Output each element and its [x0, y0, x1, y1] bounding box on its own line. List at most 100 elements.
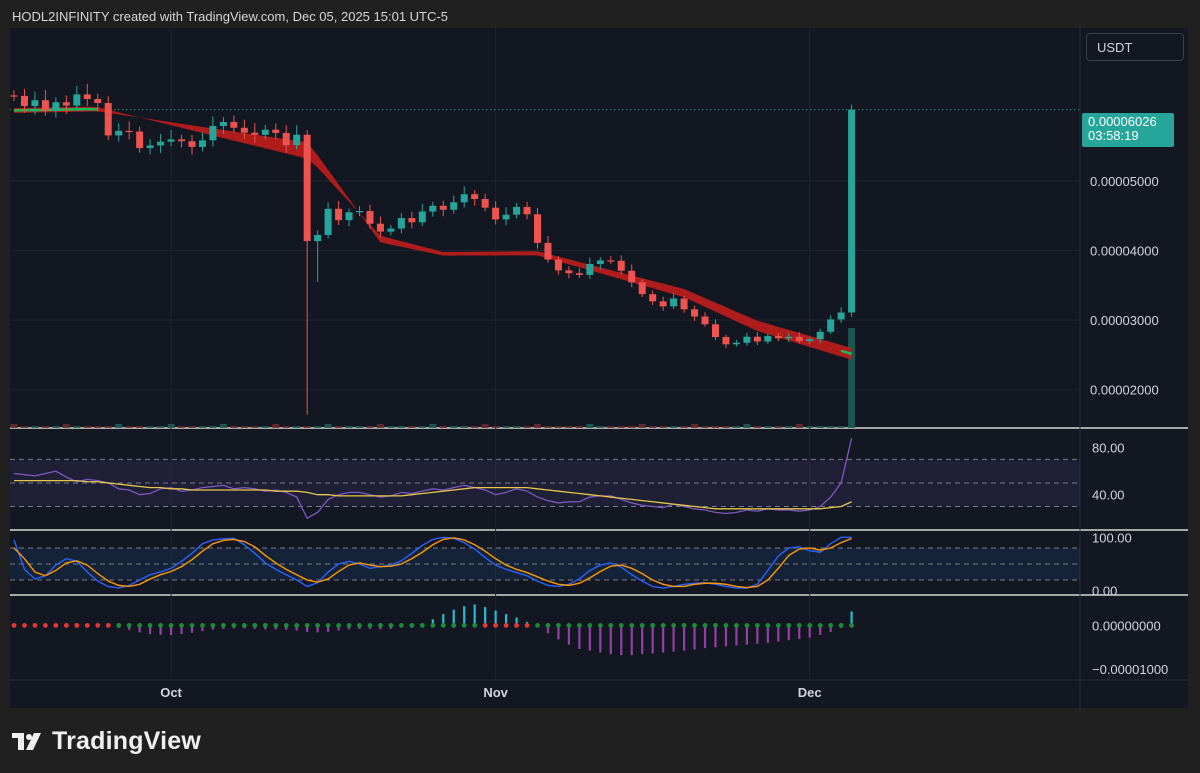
candle-body [659, 301, 667, 307]
zero-cross-dot [346, 622, 352, 628]
volume-bar [617, 426, 625, 428]
volume-bar [261, 426, 269, 428]
volume-bar [20, 426, 28, 428]
volume-bar [335, 426, 343, 428]
zero-cross-dot [608, 622, 614, 628]
volume-bar [638, 424, 646, 428]
candle-body [732, 342, 740, 345]
volume-bar [554, 426, 562, 428]
ribbon-bullish-segment [840, 349, 852, 356]
zero-cross-dot [734, 622, 739, 628]
volume-bar [387, 426, 395, 428]
volume-bar [230, 426, 238, 428]
zero-cross-dot [754, 622, 760, 628]
volume-bar [753, 426, 761, 428]
volume-bar [502, 426, 510, 428]
zero-cross-dot [838, 622, 844, 628]
candle-body [513, 206, 521, 215]
zero-cross-dot [398, 622, 404, 628]
time-axis-label: Oct [160, 685, 182, 700]
candle-body [324, 208, 332, 236]
zero-cross-dot [283, 622, 289, 628]
candle-body [303, 134, 311, 242]
price-axis-label: 0.00003000 [1090, 313, 1159, 328]
candle-body [125, 130, 133, 133]
stoch-axis-label: 0.00 [1092, 584, 1117, 599]
volume-bar [10, 424, 18, 428]
volume-bar [534, 424, 541, 428]
volume-bar [198, 426, 206, 428]
zero-cross-dot [11, 622, 17, 628]
volume-bar [827, 426, 835, 428]
candle-body [198, 140, 206, 147]
candle-body [251, 132, 259, 135]
candle-body [104, 103, 112, 136]
tradingview-logo[interactable]: TradingView [12, 727, 201, 756]
candle-body [743, 336, 751, 343]
stoch-rsi-pane [10, 536, 1080, 589]
volume-bar [178, 426, 186, 428]
candle-body [586, 263, 594, 275]
volume-bar [743, 424, 751, 428]
rsi-pane [10, 438, 1080, 520]
time-axis-label: Dec [798, 685, 822, 700]
zero-cross-dot [419, 622, 425, 628]
zero-cross-dot [461, 622, 467, 628]
zero-cross-dot [95, 622, 101, 628]
zero-cross-dot [126, 622, 132, 628]
candle-body [146, 145, 154, 149]
volume-bar [115, 424, 123, 428]
candle-body [753, 336, 761, 342]
last-price-label: 0.00006026 03:58:19 [1082, 113, 1174, 147]
volume-bar [795, 424, 803, 428]
zero-cross-dot [43, 622, 48, 628]
volume-bar [62, 424, 70, 428]
candle-body [209, 126, 217, 141]
candle-body [544, 242, 552, 260]
volume-bar [607, 426, 615, 428]
candle-body [345, 212, 353, 221]
zero-cross-dot [32, 622, 38, 628]
zero-cross-dot [252, 622, 258, 628]
zero-cross-dot [629, 622, 635, 628]
zero-cross-dot [713, 622, 718, 628]
zero-cross-dot [74, 622, 80, 628]
zero-cross-dot [587, 622, 593, 628]
zero-cross-dot [241, 622, 247, 628]
volume-bar [722, 426, 730, 428]
zero-cross-dot [53, 622, 59, 628]
candle-body [94, 99, 102, 104]
zero-cross-dot [116, 622, 122, 628]
candle-body [293, 134, 301, 146]
volume-bar [450, 426, 458, 428]
histogram-pane [11, 604, 854, 656]
candle-body [837, 312, 845, 320]
zero-cross-dot [357, 622, 362, 628]
volume-bar [418, 426, 426, 428]
candle-body [335, 208, 343, 221]
zero-cross-dot [378, 622, 383, 628]
candle-body [408, 218, 416, 223]
candle-body [240, 127, 248, 133]
price-axis-label: 0.00004000 [1090, 244, 1159, 259]
candle-body [711, 324, 719, 338]
zero-cross-dot [796, 622, 802, 628]
candle-body [701, 316, 709, 325]
volume-bar [240, 426, 248, 428]
histogram-axis-label: 0.00000000 [1092, 618, 1161, 633]
volume-bar [628, 426, 636, 428]
zero-cross-dot [786, 622, 792, 628]
volume-bar [439, 426, 447, 428]
zero-cross-dot [231, 622, 237, 628]
volume-bar [764, 426, 772, 428]
zero-cross-dot [336, 622, 341, 628]
zero-cross-dot [744, 622, 750, 628]
currency-button[interactable]: USDT [1086, 33, 1184, 61]
volume-bar [701, 426, 709, 428]
zero-cross-dot [535, 622, 540, 628]
zero-cross-dot [566, 622, 572, 628]
candle-body [450, 202, 458, 210]
volume-bar [324, 424, 332, 428]
candle-body [649, 294, 657, 302]
